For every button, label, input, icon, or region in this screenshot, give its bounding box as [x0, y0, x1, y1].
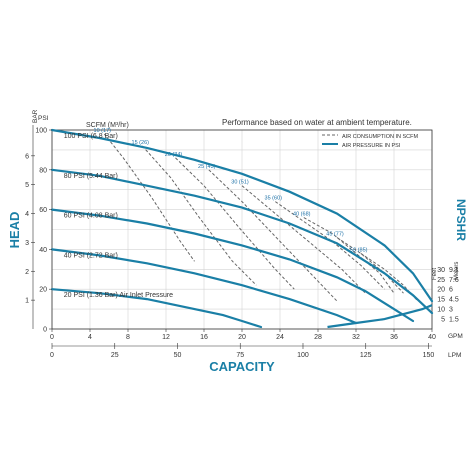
npshr-unit-meters: Meters [454, 262, 460, 280]
x-tick-label-gpm: 8 [126, 334, 130, 341]
x-tick-label-lpm: 0 [50, 352, 54, 359]
npshr-tick-feet: 30 [437, 267, 445, 274]
npshr-tick-meters: 6 [449, 287, 453, 294]
x-tick-label-gpm: 36 [390, 334, 398, 341]
npshr-tick-meters: 1.5 [449, 317, 459, 324]
air-consumption-label: 30 (51) [231, 180, 249, 186]
y-tick-label-bar: 3 [25, 240, 29, 247]
air-consumption-label: 15 (26) [132, 140, 150, 146]
y-tick-label-bar: 6 [25, 153, 29, 160]
scfm-header: SCFM (M³/hr) [86, 122, 129, 129]
npshr-curve [327, 304, 433, 329]
npshr-tick-feet: 15 [437, 297, 445, 304]
air-pressure-curve [50, 248, 358, 325]
npshr-tick-feet: 20 [437, 287, 445, 294]
npshr-tick-meters: 4.5 [449, 297, 459, 304]
air-pressure-curve [50, 168, 434, 315]
x-tick-label-gpm: 0 [50, 334, 54, 341]
air-consumption-line [208, 169, 338, 302]
npshr-unit-feet: Feet [432, 268, 438, 280]
x-tick-label-gpm: 32 [352, 334, 360, 341]
chart-title: Performance based on water at ambient te… [222, 118, 412, 127]
y-tick-label-psi: 0 [43, 327, 47, 334]
x-tick-label-lpm: 50 [174, 352, 182, 359]
x-tick-label-gpm: 12 [162, 334, 170, 341]
air-pressure-label: 40 PSI (2.72 Bar) [64, 252, 118, 259]
x-tick-label-gpm: 28 [314, 334, 322, 341]
x-tick-label-gpm: 24 [276, 334, 284, 341]
air-consumption-line [103, 133, 195, 262]
x-axis-title: CAPACITY [209, 359, 275, 374]
npshr-tick-meters: 3 [449, 307, 453, 314]
air-consumption-line [303, 217, 395, 294]
x-tick-label-gpm: 20 [238, 334, 246, 341]
air-consumption-lines: 10 (17)15 (26)20 (34)25 (43)30 (51)35 (6… [94, 128, 419, 302]
x-unit-lpm: LPM [448, 352, 461, 359]
air-consumption-label: 45 (77) [326, 231, 344, 237]
npshr-tick-feet: 10 [437, 307, 445, 314]
legend-label-solid: AIR PRESSURE IN PSI [342, 143, 401, 149]
legend-label-dashed: AIR CONSUMPTION IN SCFM [342, 134, 419, 140]
y-tick-label-psi: 100 [35, 128, 47, 135]
y-tick-label-psi: 20 [39, 287, 47, 294]
y-tick-label-bar: 1 [25, 298, 29, 305]
npshr-tick-meters: 9.1 [449, 267, 459, 274]
y2-axis-title: NPSHR [454, 199, 468, 241]
air-pressure-curves: 100 PSI (6.8 Bar) 80 PSI (5.44 Bar) 60 PSI… [50, 128, 434, 329]
x-tick-label-lpm: 75 [236, 352, 244, 359]
y-tick-label-bar: 4 [25, 211, 29, 218]
air-pressure-label: 100 PSI (6.8 Bar) [64, 133, 118, 140]
x-tick-label-gpm: 4 [88, 334, 92, 341]
air-pressure-curve [50, 288, 263, 329]
axis-ticks: 0 4 8 12 16 20 24 28 32 36 400 25 50 75 100 125 15002040… [25, 125, 459, 359]
air-consumption-label: 50 (85) [350, 247, 368, 253]
air-consumption-label: 35 (60) [265, 196, 283, 202]
air-consumption-label: 10 (17) [94, 128, 112, 134]
air-pressure-curve [50, 128, 434, 303]
y-tick-label-psi: 80 [39, 167, 47, 174]
air-pressure-label: 20 PSI (1.36 Bar) Air Inlet Pressure [64, 292, 173, 299]
npshr-tick-feet: 5 [441, 317, 445, 324]
npshr-tick-meters: 7.6 [449, 277, 459, 284]
air-consumption-line [175, 157, 295, 290]
air-consumption-line [241, 185, 366, 294]
y-tick-label-bar: 5 [25, 182, 29, 189]
npshr-tick-feet: 25 [437, 277, 445, 284]
x-unit-gpm: GPM [448, 333, 463, 340]
air-pressure-label: 80 PSI (5.44 Bar) [64, 173, 118, 180]
x-tick-label-lpm: 150 [423, 352, 435, 359]
air-pressure-label: 60 PSI (4.08 Bar) [64, 213, 118, 220]
y-tick-label-psi: 40 [39, 247, 47, 254]
air-consumption-line [360, 252, 419, 302]
y-axis-title: HEAD [7, 212, 22, 249]
x-tick-label-gpm: 40 [428, 334, 436, 341]
x-tick-label-lpm: 125 [360, 352, 372, 359]
legend: AIR CONSUMPTION IN SCFM AIR PRESSURE IN … [322, 134, 419, 149]
x-tick-label-gpm: 16 [200, 334, 208, 341]
air-consumption-line [141, 145, 257, 286]
y-tick-label-bar: 2 [25, 269, 29, 276]
x-tick-label-lpm: 25 [111, 352, 119, 359]
y-unit-psi: PSI [38, 115, 49, 122]
air-consumption-line [275, 201, 385, 290]
y-unit-bar: BAR [32, 109, 39, 123]
air-consumption-label: 25 (43) [198, 164, 216, 170]
y-tick-label-psi: 60 [39, 207, 47, 214]
air-consumption-label: 40 (68) [293, 212, 311, 218]
air-pressure-curve [50, 208, 415, 323]
x-tick-label-lpm: 100 [297, 352, 309, 359]
